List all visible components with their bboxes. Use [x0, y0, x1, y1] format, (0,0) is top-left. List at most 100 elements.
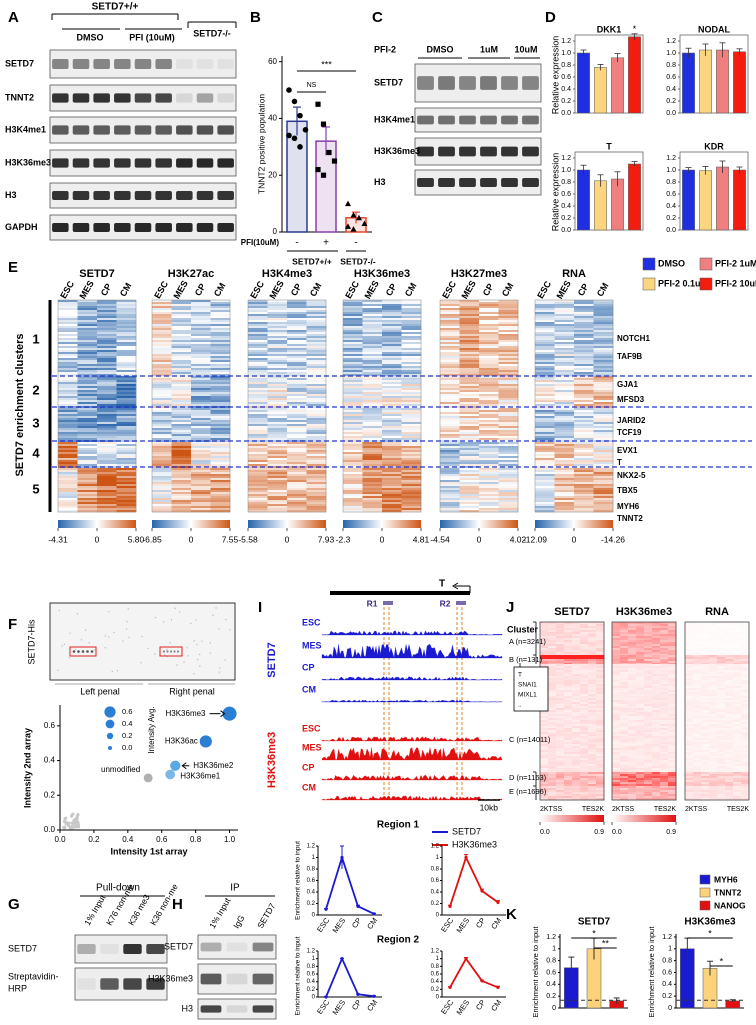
heatmap-cell	[548, 770, 556, 772]
heatmap-cell	[668, 794, 676, 796]
heatmap-cell	[343, 304, 363, 306]
heatmap-cell	[248, 336, 268, 338]
heatmap-cell	[564, 782, 572, 784]
heatmap-cell	[307, 314, 327, 316]
heatmap-cell	[725, 650, 733, 652]
heatmap-cell	[644, 670, 652, 672]
heatmap-cell	[172, 320, 192, 322]
heatmap-cell	[596, 772, 604, 774]
heatmap-cell	[693, 638, 701, 640]
heatmap-cell	[668, 678, 676, 680]
heatmap-cell	[191, 384, 211, 386]
array-spot	[218, 628, 219, 629]
heatmap-cell	[152, 350, 172, 352]
marker	[448, 986, 451, 989]
heatmap-cell	[564, 676, 572, 678]
heatmap-cell	[588, 768, 596, 770]
heatmap-cell	[612, 710, 620, 712]
heatmap-cell	[402, 468, 422, 470]
heatmap-cell	[741, 636, 749, 638]
heatmap-cell	[564, 668, 572, 670]
array-spot	[140, 662, 141, 663]
point-label: H3K36ac	[165, 737, 198, 746]
heatmap-cell	[287, 412, 307, 414]
heatmap-cell	[97, 492, 117, 494]
heatmap-cell	[652, 650, 660, 652]
array-spot	[187, 647, 188, 648]
heatmap-cell	[152, 446, 172, 448]
heatmap-cell	[594, 454, 614, 456]
heatmap-cell	[668, 724, 676, 726]
heatmap-cell	[668, 766, 676, 768]
heatmap-cell	[652, 720, 660, 722]
heatmap-cell	[211, 408, 231, 410]
heatmap-cell	[211, 344, 231, 346]
heatmap-cell	[78, 352, 98, 354]
blot-band	[135, 93, 152, 102]
point-label: unmodified	[101, 765, 140, 774]
heatmap-cell	[628, 734, 636, 736]
heatmap-cell	[572, 659, 580, 661]
heatmap-cell	[58, 430, 78, 432]
heatmap-cell	[499, 378, 519, 380]
heatmap-cell	[287, 502, 307, 504]
heatmap-cell	[287, 348, 307, 350]
heatmap-cell	[652, 724, 660, 726]
heatmap-cell	[191, 458, 211, 460]
heatmap-cell	[440, 366, 460, 368]
heatmap-cell	[97, 312, 117, 314]
heatmap-cell	[499, 382, 519, 384]
heatmap-cell	[97, 416, 117, 418]
heatmap-cell	[78, 330, 98, 332]
heatmap-cell	[548, 672, 556, 674]
heatmap-cell	[152, 492, 172, 494]
heatmap-cell	[556, 690, 564, 692]
heatmap-cell	[58, 360, 78, 362]
heatmap-cell	[382, 414, 402, 416]
heatmap-cell	[548, 684, 556, 686]
label: Intensity Avg.	[147, 706, 156, 753]
heatmap-cell	[535, 368, 555, 370]
heatmap-cell	[499, 490, 519, 492]
heatmap-cell	[152, 386, 172, 388]
heatmap-cell	[440, 300, 460, 302]
heatmap-cell	[191, 330, 211, 332]
heatmap-cell	[402, 392, 422, 394]
heatmap-cell	[620, 740, 628, 742]
heatmap-cell	[307, 384, 327, 386]
heatmap-cell	[460, 388, 480, 390]
heatmap-cell	[152, 464, 172, 466]
heatmap-cell	[287, 428, 307, 430]
heatmap-cell	[117, 474, 137, 476]
heatmap-cell	[741, 664, 749, 666]
heatmap-cell	[612, 770, 620, 772]
heatmap-cell	[636, 738, 644, 740]
heatmap-cell	[556, 748, 564, 750]
heatmap-cell	[211, 474, 231, 476]
heatmap-cell	[620, 724, 628, 726]
heatmap-cell	[97, 462, 117, 464]
heatmap-cell	[343, 394, 363, 396]
heatmap-cell	[535, 304, 555, 306]
heatmap-cell	[307, 418, 327, 420]
y-tick-label: 20	[268, 170, 277, 179]
heatmap-cell	[117, 332, 137, 334]
heatmap-cell	[211, 338, 231, 340]
heatmap-cell	[211, 424, 231, 426]
heatmap-cell	[117, 392, 137, 394]
heatmap-cell	[307, 396, 327, 398]
heatmap-cell	[382, 334, 402, 336]
heatmap-cell	[172, 474, 192, 476]
array-spot	[199, 654, 200, 655]
heatmap-cell	[152, 320, 172, 322]
heatmap-cell	[709, 670, 717, 672]
heatmap-cell	[594, 426, 614, 428]
heatmap-cell	[588, 670, 596, 672]
heatmap-cell	[594, 318, 614, 320]
heatmap-cell	[499, 330, 519, 332]
column-label: CP	[289, 282, 304, 298]
heatmap-cell	[248, 348, 268, 350]
heatmap-cell	[741, 655, 749, 657]
heatmap-cell	[556, 640, 564, 642]
blot-band	[73, 191, 90, 200]
